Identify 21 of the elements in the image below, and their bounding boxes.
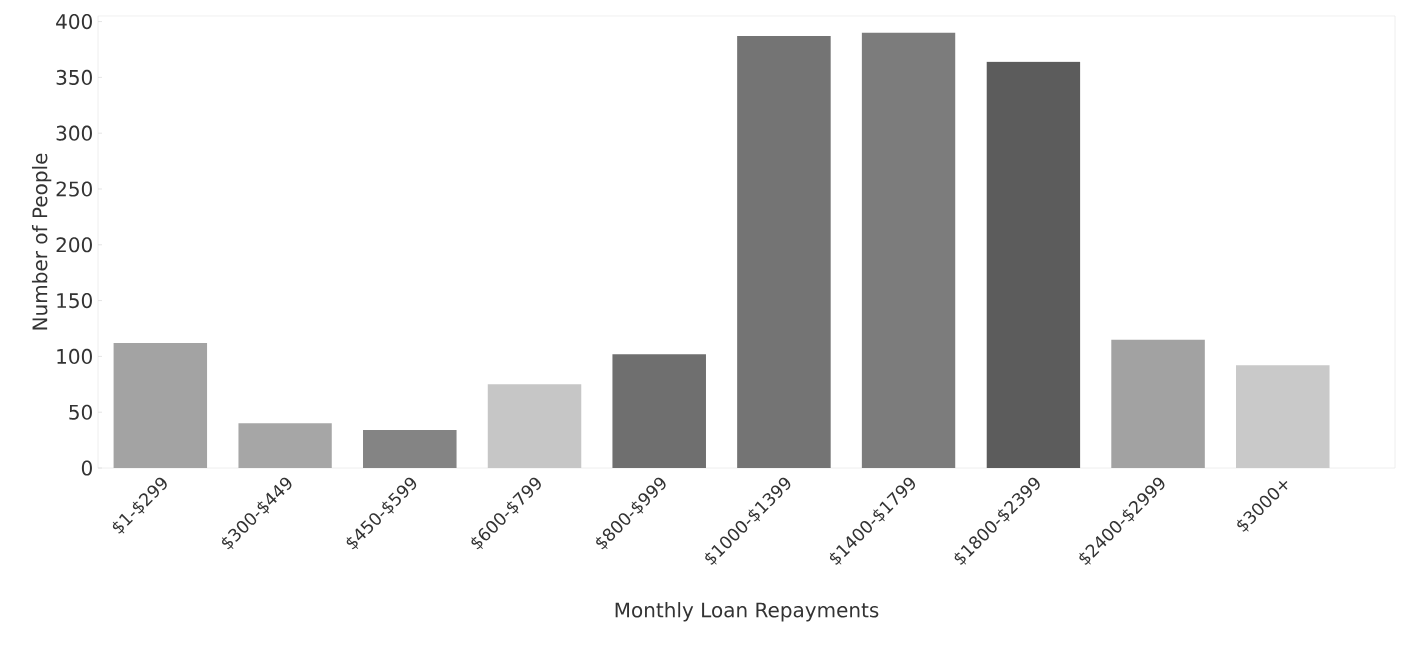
bar bbox=[238, 423, 332, 468]
y-tick-label: 0 bbox=[81, 460, 92, 476]
y-tick-label: 50 bbox=[69, 404, 92, 420]
bar bbox=[861, 32, 956, 468]
bar bbox=[1111, 339, 1205, 468]
y-tick-label: 150 bbox=[57, 293, 92, 309]
y-tick-label: 350 bbox=[56, 69, 92, 85]
bar bbox=[363, 430, 457, 468]
y-tick-label: 100 bbox=[57, 348, 92, 364]
y-tick-label: 250 bbox=[56, 181, 92, 197]
y-tick-label: 400 bbox=[56, 14, 92, 30]
bar bbox=[487, 384, 582, 468]
bar bbox=[1236, 365, 1330, 468]
bar bbox=[986, 61, 1081, 468]
x-axis-title: Monthly Loan Repayments bbox=[615, 602, 879, 622]
bar bbox=[612, 354, 706, 468]
bar bbox=[113, 343, 208, 468]
y-tick-label: 300 bbox=[56, 125, 92, 141]
bar bbox=[737, 36, 831, 468]
y-axis-title: Number of People bbox=[31, 153, 52, 330]
y-tick-label: 200 bbox=[56, 237, 92, 253]
